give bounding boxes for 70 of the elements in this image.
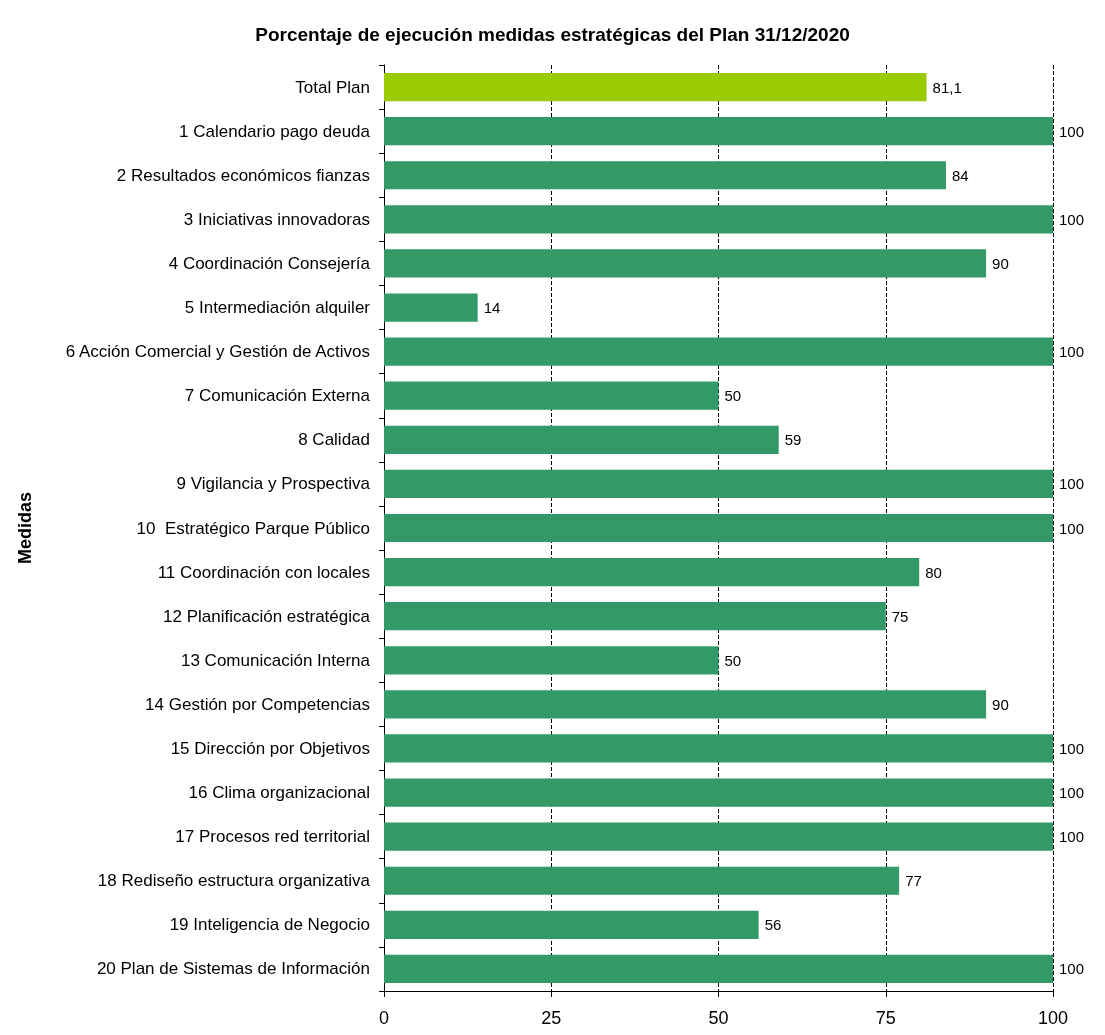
data-label: 84 [951, 166, 969, 184]
y-tick-label: 15 Dirección por Objetivos [170, 738, 370, 758]
data-label: 77 [905, 872, 922, 890]
bar [384, 249, 987, 278]
x-tick-label: 100 [1037, 1008, 1069, 1028]
data-label: 100 [1059, 519, 1085, 537]
data-label: 100 [1059, 343, 1085, 361]
y-tick-label: 1 Calendario pago deuda [179, 121, 371, 141]
y-tick-label: 17 Procesos red territorial [175, 827, 370, 847]
y-tick-label: 3 Iniciativas innovadoras [183, 209, 370, 229]
data-label: 100 [1059, 784, 1085, 802]
y-tick-label: 6 Acción Comercial y Gestión de Activos [65, 342, 370, 362]
bar [384, 72, 927, 102]
bar [384, 293, 478, 322]
bar [384, 822, 1053, 851]
data-label: 100 [1059, 122, 1085, 140]
bar [384, 425, 779, 454]
y-tick-label: 7 Comunicación Externa [184, 386, 371, 406]
data-label: 75 [891, 607, 909, 625]
y-tick-label: Total Plan [295, 77, 370, 97]
x-tick-label: 50 [708, 1008, 729, 1028]
chart-title: Porcentaje de ejecución medidas estratégicas del Plan 31/12/2020 [255, 24, 850, 45]
bar [384, 866, 900, 895]
data-label: 100 [1059, 475, 1085, 493]
x-tick-label: 25 [541, 1008, 562, 1028]
y-tick-label: 2 Resultados económicos fianzas [116, 165, 370, 185]
bar [384, 381, 719, 410]
data-label: 90 [992, 695, 1009, 713]
y-tick-label: 19 Inteligencia de Negocio [169, 915, 370, 935]
bar [384, 337, 1053, 366]
y-tick-label: 4 Coordinación Consejería [168, 253, 371, 273]
data-label: 50 [724, 651, 742, 669]
bar [384, 778, 1053, 807]
y-tick-label: 14 Gestión por Competencias [145, 694, 370, 714]
bar [384, 469, 1053, 499]
data-label: 14 [483, 299, 501, 317]
data-label: 100 [1059, 828, 1085, 846]
bar [384, 161, 946, 190]
bar [384, 205, 1053, 234]
y-tick-label: 13 Comunicación Interna [180, 650, 371, 670]
bar [384, 646, 719, 675]
bar [384, 557, 920, 587]
y-tick-label: 8 Calidad [298, 430, 370, 450]
y-tick-label: 10 Estratégico Parque Público [136, 518, 370, 538]
data-label: 59 [784, 431, 802, 449]
data-label: 100 [1059, 739, 1085, 757]
x-tick-label: 75 [875, 1008, 896, 1028]
x-tick-label: 0 [378, 1008, 390, 1028]
bar [384, 954, 1053, 984]
data-label: 56 [764, 916, 782, 934]
bar [384, 734, 1053, 763]
data-label: 90 [992, 254, 1009, 272]
data-label: 81,1 [932, 78, 962, 96]
y-tick-label: 5 Intermediación alquiler [184, 298, 371, 318]
y-axis-title: Medidas [15, 491, 35, 565]
bar [384, 910, 759, 939]
y-tick-label: 9 Vigilancia y Prospectiva [176, 474, 371, 494]
data-label: 100 [1059, 210, 1085, 228]
y-tick-label: 20 Plan de Sistemas de Información [96, 959, 370, 979]
y-tick-label: 16 Clima organizacional [188, 783, 370, 803]
data-label: 50 [724, 387, 742, 405]
bar [384, 690, 987, 719]
bar [384, 602, 886, 631]
data-label: 100 [1059, 960, 1085, 978]
bar [384, 513, 1053, 543]
bar [384, 117, 1053, 146]
data-label: 80 [925, 563, 942, 581]
y-tick-label: 12 Planificación estratégica [163, 606, 371, 626]
y-tick-label: 11 Coordinación con locales [157, 562, 370, 582]
y-tick-label: 18 Rediseño estructura organizativa [97, 871, 371, 891]
